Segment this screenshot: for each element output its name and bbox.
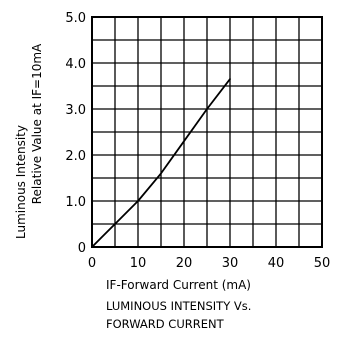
y-tick-label: 1.0	[65, 195, 86, 210]
x-tick-label: 20	[176, 256, 193, 271]
y-axis-label-line-1: Luminous Intensity	[14, 125, 28, 239]
y-tick-label: 0	[78, 241, 86, 256]
y-tick-label: 5.0	[65, 11, 86, 26]
x-tick-label: 0	[88, 256, 96, 271]
plot-frame	[91, 16, 323, 248]
x-tick-label: 40	[268, 256, 285, 271]
x-tick-label: 30	[222, 256, 239, 271]
chart-ticks: 0 10 20 30 40 50 0 1.0 2.0 3.0 4.0 5.0	[65, 11, 330, 271]
x-tick-label: 50	[314, 256, 331, 271]
chart-series	[91, 78, 231, 248]
y-tick-label: 3.0	[65, 103, 86, 118]
chart-caption-line-1: LUMINOUS INTENSITY Vs.	[106, 299, 251, 313]
y-tick-label: 2.0	[65, 149, 86, 164]
chart-caption-line-2: FORWARD CURRENT	[106, 317, 225, 331]
x-axis-label: IF-Forward Current (mA)	[106, 278, 251, 292]
y-tick-label: 4.0	[65, 57, 86, 72]
series-line	[91, 78, 231, 248]
x-tick-label: 10	[130, 256, 147, 271]
y-axis-label-line-2: Relative Value at IF=10mA	[30, 43, 44, 204]
